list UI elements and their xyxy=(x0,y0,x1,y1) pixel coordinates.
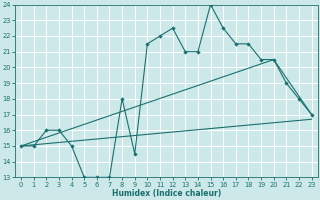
X-axis label: Humidex (Indice chaleur): Humidex (Indice chaleur) xyxy=(112,189,221,198)
